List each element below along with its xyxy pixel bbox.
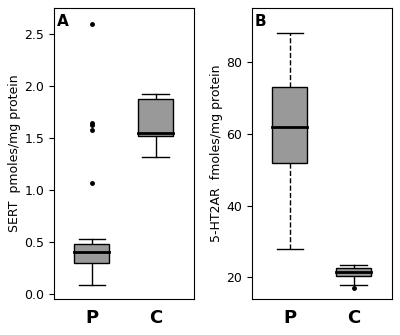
Bar <box>74 244 110 263</box>
Bar <box>138 98 173 136</box>
Bar <box>336 268 371 276</box>
Bar <box>272 87 308 162</box>
Text: A: A <box>57 14 68 29</box>
Text: B: B <box>255 14 266 29</box>
Y-axis label: SERT  pmoles/mg protein: SERT pmoles/mg protein <box>8 75 21 232</box>
Y-axis label: 5-HT2AR  fmoles/mg protein: 5-HT2AR fmoles/mg protein <box>210 65 223 243</box>
